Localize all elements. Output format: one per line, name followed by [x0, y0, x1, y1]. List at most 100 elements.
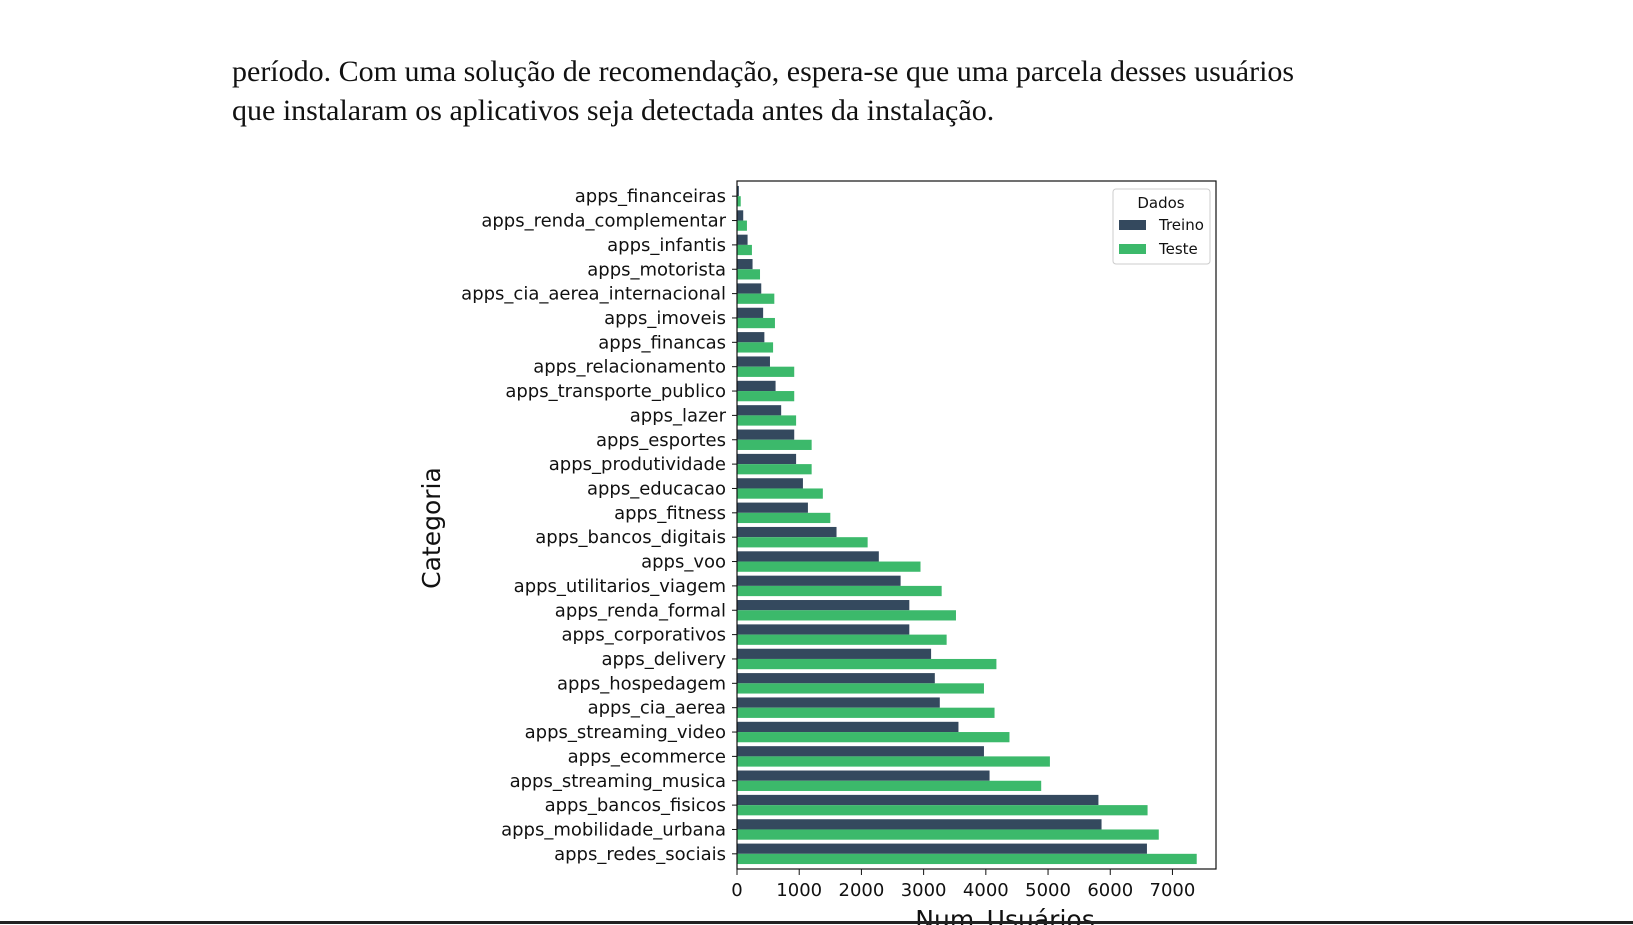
category-label: apps_bancos_digitais	[535, 527, 726, 548]
bar-treino-apps_lazer	[737, 405, 782, 416]
bar-treino-apps_mobilidade_urbana	[737, 819, 1102, 830]
bar-teste-apps_hospedagem	[737, 683, 984, 694]
bar-treino-apps_imoveis	[737, 307, 764, 318]
bar-teste-apps_ecommerce	[737, 756, 1050, 767]
category-label: apps_bancos_fisicos	[545, 795, 726, 816]
bar-teste-apps_bancos_digitais	[737, 537, 868, 548]
bar-treino-apps_cia_aerea_internacional	[737, 283, 762, 294]
x-tick-label: 1000	[776, 880, 822, 901]
x-axis-label: Num_Usuários	[915, 905, 1094, 925]
category-label: apps_streaming_musica	[510, 771, 726, 792]
legend-swatch-teste	[1119, 244, 1146, 254]
bar-teste-apps_renda_complementar	[737, 220, 747, 231]
category-label: apps_redes_sociais	[554, 844, 726, 865]
bar-treino-apps_streaming_video	[737, 721, 959, 733]
bar-treino-apps_ecommerce	[737, 746, 984, 757]
paragraph-line-1: período. Com uma solução de recomendação…	[232, 55, 1295, 88]
x-tick-label: 6000	[1087, 880, 1133, 901]
bar-teste-apps_mobilidade_urbana	[737, 829, 1159, 840]
x-tick-label: 5000	[1025, 880, 1071, 901]
bar-treino-apps_motorista	[737, 259, 753, 270]
bar-teste-apps_infantis	[737, 244, 752, 256]
bar-treino-apps_fitness	[737, 502, 808, 513]
bar-teste-apps_esportes	[737, 439, 812, 450]
bar-teste-apps_lazer	[737, 415, 797, 426]
legend-label-treino: Treino	[1158, 216, 1204, 234]
page-bottom-rule	[0, 921, 1633, 924]
category-label: apps_financeiras	[575, 186, 726, 207]
category-label: apps_imoveis	[604, 308, 726, 329]
bar-treino-apps_delivery	[737, 648, 932, 659]
body-paragraph: período. Com uma solução de recomendação…	[232, 52, 1432, 130]
bar-teste-apps_voo	[737, 561, 921, 572]
bar-teste-apps_corporativos	[737, 634, 947, 645]
category-label: apps_corporativos	[561, 625, 726, 646]
category-label: apps_fitness	[614, 503, 726, 524]
bar-teste-apps_financeiras	[737, 196, 741, 207]
y-axis-label: Categoria	[417, 467, 446, 589]
bar-treino-apps_renda_complementar	[737, 210, 744, 221]
bar-teste-apps_utilitarios_viagem	[737, 585, 942, 597]
bar-teste-apps_renda_formal	[737, 610, 956, 621]
bar-treino-apps_redes_sociais	[737, 843, 1147, 854]
chart-bars	[737, 185, 1197, 865]
bar-treino-apps_bancos_fisicos	[737, 794, 1099, 806]
category-label: apps_produtividade	[549, 454, 726, 475]
bar-teste-apps_imoveis	[737, 317, 775, 329]
category-label: apps_relacionamento	[533, 357, 726, 378]
bar-teste-apps_transporte_publico	[737, 391, 795, 402]
bar-teste-apps_streaming_video	[737, 732, 1010, 743]
category-label: apps_cia_aerea_internacional	[461, 284, 726, 305]
bar-teste-apps_bancos_fisicos	[737, 805, 1148, 816]
category-label: apps_lazer	[630, 405, 727, 426]
category-label: apps_voo	[641, 552, 726, 573]
bar-treino-apps_financas	[737, 332, 765, 343]
bar-teste-apps_financas	[737, 342, 774, 353]
legend-swatch-treino	[1119, 220, 1146, 230]
category-label: apps_delivery	[601, 649, 726, 670]
category-label: apps_motorista	[587, 259, 726, 280]
bar-treino-apps_esportes	[737, 429, 795, 440]
bar-teste-apps_cia_aerea_internacional	[737, 293, 775, 304]
x-tick-label: 2000	[839, 880, 885, 901]
category-label: apps_cia_aerea	[588, 698, 726, 719]
category-label: apps_educacao	[587, 478, 726, 499]
bar-teste-apps_produtividade	[737, 464, 812, 475]
x-tick-label: 4000	[963, 880, 1009, 901]
bar-treino-apps_streaming_musica	[737, 770, 990, 781]
bar-treino-apps_bancos_digitais	[737, 526, 837, 538]
category-label: apps_renda_formal	[555, 600, 726, 621]
category-label: apps_infantis	[607, 235, 726, 256]
x-tick-label: 7000	[1150, 880, 1196, 901]
x-axis-ticks: 0 1000 2000 3000 4000 5000 6000 7000	[731, 869, 1195, 901]
bar-treino-apps_cia_aerea	[737, 697, 940, 708]
bar-teste-apps_educacao	[737, 488, 823, 499]
category-tick-labels: apps_financeiras apps_renda_complementara…	[461, 186, 737, 865]
paragraph-line-2: que instalaram os aplicativos seja detec…	[232, 94, 995, 127]
bar-teste-apps_delivery	[737, 658, 997, 670]
bar-treino-apps_utilitarios_viagem	[737, 575, 901, 586]
legend-title: Dados	[1137, 194, 1184, 212]
category-label: apps_transporte_publico	[505, 381, 726, 402]
category-label: apps_mobilidade_urbana	[501, 819, 726, 840]
bar-treino-apps_infantis	[737, 234, 748, 245]
plot-frame	[736, 180, 1217, 870]
bar-treino-apps_relacionamento	[737, 356, 770, 367]
category-label: apps_streaming_video	[525, 722, 726, 743]
bar-teste-apps_streaming_musica	[737, 780, 1042, 791]
category-label: apps_financas	[598, 332, 726, 353]
bar-treino-apps_transporte_publico	[737, 380, 776, 392]
category-label: apps_utilitarios_viagem	[514, 576, 726, 597]
bar-teste-apps_fitness	[737, 512, 831, 524]
x-tick-label: 3000	[901, 880, 947, 901]
chart-legend: Dados Treino Teste	[1112, 188, 1211, 265]
bar-teste-apps_relacionamento	[737, 366, 795, 377]
bar-treino-apps_produtividade	[737, 453, 797, 465]
bar-treino-apps_financeiras	[737, 185, 739, 197]
bar-treino-apps_corporativos	[737, 624, 910, 635]
bar-treino-apps_hospedagem	[737, 673, 935, 684]
bar-teste-apps_cia_aerea	[737, 707, 995, 718]
category-label: apps_hospedagem	[557, 673, 726, 694]
legend-label-teste: Teste	[1158, 240, 1198, 258]
